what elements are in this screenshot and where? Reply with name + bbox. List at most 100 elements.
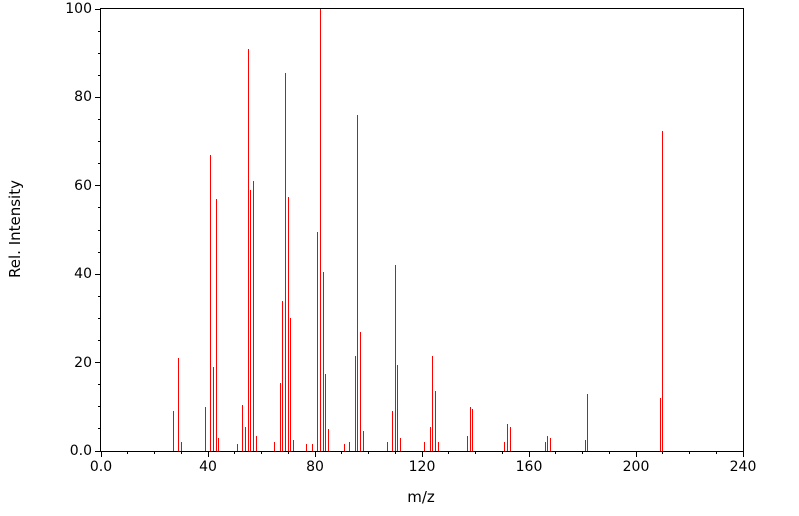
peak-stick bbox=[319, 9, 321, 451]
peak-stick bbox=[549, 437, 551, 451]
peak-stick bbox=[317, 232, 319, 451]
peak-stick bbox=[349, 442, 351, 451]
peak-stick bbox=[178, 358, 180, 451]
peak-stick bbox=[172, 411, 174, 451]
y-axis-minor-tick bbox=[98, 74, 101, 76]
peak-stick bbox=[392, 411, 394, 451]
peak-stick bbox=[242, 404, 244, 451]
y-axis-minor-tick bbox=[98, 406, 101, 408]
peak-stick bbox=[244, 426, 246, 451]
y-axis-minor-tick bbox=[98, 340, 101, 341]
peak-stick bbox=[287, 196, 289, 451]
x-axis-title: m/z bbox=[407, 488, 435, 506]
x-axis-tick bbox=[528, 451, 530, 457]
peak-stick bbox=[434, 391, 436, 451]
peak-stick bbox=[397, 364, 399, 451]
x-axis-minor-tick bbox=[368, 451, 369, 454]
y-axis-tick bbox=[95, 8, 101, 10]
peak-stick bbox=[472, 409, 474, 451]
y-axis-tick-label: 0.0 bbox=[69, 443, 92, 459]
x-axis-minor-tick bbox=[555, 451, 557, 454]
peak-stick bbox=[587, 393, 589, 451]
x-axis-minor-tick bbox=[689, 451, 690, 454]
peak-stick bbox=[394, 265, 396, 451]
peak-stick bbox=[180, 442, 182, 451]
peak-stick bbox=[466, 435, 468, 451]
x-axis-tick bbox=[100, 451, 102, 457]
peak-stick bbox=[204, 406, 206, 451]
x-axis-minor-tick bbox=[234, 451, 236, 454]
peak-stick bbox=[400, 437, 402, 451]
peak-stick bbox=[311, 444, 313, 451]
peak-stick bbox=[432, 355, 434, 451]
peak-stick bbox=[279, 382, 281, 451]
peak-stick bbox=[362, 431, 364, 451]
y-axis-tick bbox=[95, 450, 101, 452]
x-axis-minor-tick bbox=[475, 451, 476, 454]
x-axis-tick bbox=[635, 451, 637, 457]
x-axis-minor-tick bbox=[287, 451, 289, 454]
peak-stick bbox=[544, 442, 546, 451]
y-axis-tick bbox=[95, 273, 101, 275]
x-axis-minor-tick bbox=[608, 451, 610, 454]
x-axis-minor-tick bbox=[662, 451, 664, 454]
y-axis-tick-label: 40 bbox=[74, 266, 92, 283]
y-axis-minor-tick bbox=[98, 428, 101, 430]
peak-stick bbox=[357, 115, 359, 451]
peak-stick bbox=[507, 424, 509, 451]
peak-stick bbox=[252, 181, 254, 451]
x-axis-tick bbox=[742, 451, 744, 457]
x-axis-tick bbox=[314, 451, 316, 457]
peak-stick bbox=[359, 331, 361, 451]
peak-stick bbox=[282, 300, 284, 451]
peak-stick bbox=[429, 426, 431, 451]
peak-stick bbox=[285, 73, 287, 451]
y-axis-minor-tick bbox=[98, 119, 101, 120]
x-axis-tick-label: 120 bbox=[408, 459, 436, 475]
peak-stick bbox=[354, 355, 356, 451]
peak-stick bbox=[327, 428, 329, 451]
peak-stick bbox=[236, 444, 238, 451]
x-axis-tick-label: 80 bbox=[306, 459, 324, 475]
y-axis-minor-tick bbox=[98, 384, 101, 386]
peak-stick bbox=[437, 442, 439, 451]
y-axis-minor-tick bbox=[98, 317, 101, 319]
y-axis-tick-label: 80 bbox=[74, 89, 92, 106]
x-axis-minor-tick bbox=[501, 451, 503, 454]
x-axis-minor-tick bbox=[127, 451, 129, 454]
peak-stick bbox=[215, 199, 217, 451]
y-axis-minor-tick bbox=[98, 141, 101, 143]
y-axis-tick-label: 100 bbox=[65, 1, 92, 17]
peak-stick bbox=[547, 435, 549, 451]
y-axis-minor-tick bbox=[98, 30, 101, 32]
x-axis-minor-tick bbox=[582, 451, 583, 454]
y-axis-tick bbox=[95, 185, 101, 187]
peak-stick bbox=[662, 130, 664, 451]
peak-stick bbox=[325, 373, 327, 451]
peak-stick bbox=[386, 442, 388, 451]
y-axis-tick-label: 20 bbox=[74, 354, 92, 371]
peak-stick bbox=[504, 442, 506, 451]
y-axis-tick bbox=[95, 96, 101, 98]
x-axis-minor-tick bbox=[715, 451, 717, 454]
peak-stick bbox=[584, 439, 586, 451]
peak-stick bbox=[293, 439, 295, 451]
x-axis-minor-tick bbox=[261, 451, 262, 454]
plot-area: 0.0 40 80 120 160 200 240 0.0 20 40 60 80 100 bbox=[65, 2, 756, 474]
peak-stick bbox=[343, 444, 345, 451]
x-axis-minor-tick bbox=[154, 451, 155, 454]
peak-stick bbox=[659, 397, 661, 451]
x-axis-tick bbox=[207, 451, 209, 457]
x-axis-minor-tick bbox=[448, 451, 450, 454]
y-axis-title: Rel. Intensity bbox=[6, 180, 24, 278]
x-axis-tick-label: 0.0 bbox=[89, 459, 113, 475]
peak-stick bbox=[306, 444, 308, 451]
x-axis-tick-label: 40 bbox=[199, 459, 217, 475]
y-axis-minor-tick bbox=[98, 52, 101, 54]
peak-stick bbox=[290, 318, 292, 451]
peak-stick bbox=[250, 190, 252, 451]
x-axis-tick-label: 240 bbox=[729, 459, 757, 475]
y-axis-tick bbox=[95, 362, 101, 364]
x-axis-tick-label: 160 bbox=[515, 459, 543, 475]
